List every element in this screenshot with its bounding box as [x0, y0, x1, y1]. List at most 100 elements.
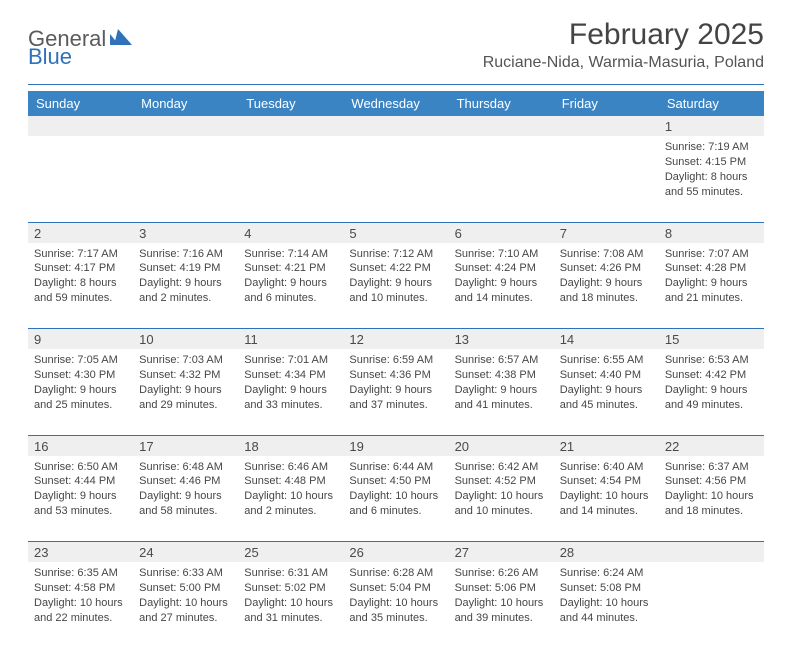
daylight-text: Daylight: 10 hours	[34, 596, 127, 611]
sunrise-text: Sunrise: 6:40 AM	[560, 460, 653, 475]
daylight-text: Daylight: 10 hours	[455, 596, 548, 611]
day-header: Wednesday	[343, 91, 448, 116]
sunrise-text: Sunrise: 7:14 AM	[244, 247, 337, 262]
daylight-text: Daylight: 8 hours	[665, 170, 758, 185]
day-cell-content: Sunrise: 6:48 AMSunset: 4:46 PMDaylight:…	[139, 460, 232, 519]
location: Ruciane-Nida, Warmia-Masuria, Poland	[483, 54, 764, 72]
daylight-text: and 35 minutes.	[349, 611, 442, 626]
daylight-text: and 6 minutes.	[349, 504, 442, 519]
day-cell-content: Sunrise: 7:10 AMSunset: 4:24 PMDaylight:…	[455, 247, 548, 306]
day-number: 8	[659, 222, 764, 243]
day-header-row: Sunday Monday Tuesday Wednesday Thursday…	[28, 91, 764, 116]
day-cell-content: Sunrise: 6:28 AMSunset: 5:04 PMDaylight:…	[349, 566, 442, 625]
day-number: 3	[133, 222, 238, 243]
daylight-text: Daylight: 9 hours	[244, 276, 337, 291]
sunset-text: Sunset: 5:00 PM	[139, 581, 232, 596]
day-cell-content: Sunrise: 7:05 AMSunset: 4:30 PMDaylight:…	[34, 353, 127, 412]
daylight-text: Daylight: 9 hours	[139, 383, 232, 398]
day-cell-content: Sunrise: 7:14 AMSunset: 4:21 PMDaylight:…	[244, 247, 337, 306]
day-cell: Sunrise: 6:50 AMSunset: 4:44 PMDaylight:…	[28, 456, 133, 542]
day-cell-content: Sunrise: 6:33 AMSunset: 5:00 PMDaylight:…	[139, 566, 232, 625]
daylight-text: and 18 minutes.	[665, 504, 758, 519]
day-number: 17	[133, 435, 238, 456]
daylight-text: Daylight: 10 hours	[455, 489, 548, 504]
daynum-row: 2345678	[28, 222, 764, 243]
daylight-text: and 41 minutes.	[455, 398, 548, 413]
day-cell-content: Sunrise: 6:42 AMSunset: 4:52 PMDaylight:…	[455, 460, 548, 519]
day-cell: Sunrise: 6:48 AMSunset: 4:46 PMDaylight:…	[133, 456, 238, 542]
daylight-text: and 21 minutes.	[665, 291, 758, 306]
daylight-text: and 39 minutes.	[455, 611, 548, 626]
day-header: Monday	[133, 91, 238, 116]
sunset-text: Sunset: 5:08 PM	[560, 581, 653, 596]
day-number	[449, 116, 554, 136]
daylight-text: Daylight: 9 hours	[665, 383, 758, 398]
day-cell-content: Sunrise: 6:59 AMSunset: 4:36 PMDaylight:…	[349, 353, 442, 412]
sunset-text: Sunset: 4:28 PM	[665, 261, 758, 276]
daylight-text: and 14 minutes.	[560, 504, 653, 519]
day-number: 19	[343, 435, 448, 456]
sunrise-text: Sunrise: 6:42 AM	[455, 460, 548, 475]
day-number: 27	[449, 542, 554, 563]
daynum-row: 232425262728	[28, 542, 764, 563]
sunset-text: Sunset: 5:04 PM	[349, 581, 442, 596]
sunset-text: Sunset: 4:54 PM	[560, 474, 653, 489]
sunset-text: Sunset: 4:26 PM	[560, 261, 653, 276]
daylight-text: and 18 minutes.	[560, 291, 653, 306]
day-cell-content: Sunrise: 7:08 AMSunset: 4:26 PMDaylight:…	[560, 247, 653, 306]
daylight-text: and 44 minutes.	[560, 611, 653, 626]
sunrise-text: Sunrise: 6:46 AM	[244, 460, 337, 475]
sunrise-text: Sunrise: 7:07 AM	[665, 247, 758, 262]
sunset-text: Sunset: 5:02 PM	[244, 581, 337, 596]
daylight-text: and 31 minutes.	[244, 611, 337, 626]
daylight-text: Daylight: 9 hours	[34, 489, 127, 504]
daylight-text: Daylight: 10 hours	[560, 489, 653, 504]
sunrise-text: Sunrise: 6:55 AM	[560, 353, 653, 368]
content-row: Sunrise: 7:05 AMSunset: 4:30 PMDaylight:…	[28, 349, 764, 435]
day-cell-content: Sunrise: 6:57 AMSunset: 4:38 PMDaylight:…	[455, 353, 548, 412]
daynum-row: 16171819202122	[28, 435, 764, 456]
day-cell-content: Sunrise: 7:19 AMSunset: 4:15 PMDaylight:…	[665, 140, 758, 199]
daylight-text: Daylight: 9 hours	[560, 383, 653, 398]
sunrise-text: Sunrise: 6:28 AM	[349, 566, 442, 581]
daylight-text: Daylight: 9 hours	[244, 383, 337, 398]
day-cell-content: Sunrise: 6:31 AMSunset: 5:02 PMDaylight:…	[244, 566, 337, 625]
day-cell: Sunrise: 6:37 AMSunset: 4:56 PMDaylight:…	[659, 456, 764, 542]
daylight-text: and 27 minutes.	[139, 611, 232, 626]
sunset-text: Sunset: 4:17 PM	[34, 261, 127, 276]
logo-text-blue: Blue	[28, 44, 72, 69]
day-number: 12	[343, 329, 448, 350]
day-cell-content: Sunrise: 7:07 AMSunset: 4:28 PMDaylight:…	[665, 247, 758, 306]
daylight-text: Daylight: 8 hours	[34, 276, 127, 291]
sunrise-text: Sunrise: 7:05 AM	[34, 353, 127, 368]
day-cell: Sunrise: 6:33 AMSunset: 5:00 PMDaylight:…	[133, 562, 238, 648]
daylight-text: and 25 minutes.	[34, 398, 127, 413]
day-number: 9	[28, 329, 133, 350]
day-number: 14	[554, 329, 659, 350]
sunset-text: Sunset: 4:21 PM	[244, 261, 337, 276]
day-cell-content: Sunrise: 6:50 AMSunset: 4:44 PMDaylight:…	[34, 460, 127, 519]
day-cell: Sunrise: 7:07 AMSunset: 4:28 PMDaylight:…	[659, 243, 764, 329]
daylight-text: Daylight: 10 hours	[139, 596, 232, 611]
day-number: 26	[343, 542, 448, 563]
sunrise-text: Sunrise: 7:10 AM	[455, 247, 548, 262]
sunset-text: Sunset: 4:34 PM	[244, 368, 337, 383]
sunrise-text: Sunrise: 7:12 AM	[349, 247, 442, 262]
sunrise-text: Sunrise: 6:53 AM	[665, 353, 758, 368]
day-cell: Sunrise: 6:44 AMSunset: 4:50 PMDaylight:…	[343, 456, 448, 542]
day-number: 1	[659, 116, 764, 136]
sunrise-text: Sunrise: 6:31 AM	[244, 566, 337, 581]
month-title: February 2025	[483, 18, 764, 52]
day-number: 24	[133, 542, 238, 563]
day-number: 28	[554, 542, 659, 563]
day-cell	[659, 562, 764, 648]
day-cell	[238, 136, 343, 222]
daylight-text: Daylight: 10 hours	[560, 596, 653, 611]
daylight-text: and 29 minutes.	[139, 398, 232, 413]
day-cell-content: Sunrise: 7:17 AMSunset: 4:17 PMDaylight:…	[34, 247, 127, 306]
day-cell: Sunrise: 7:01 AMSunset: 4:34 PMDaylight:…	[238, 349, 343, 435]
day-cell-content: Sunrise: 7:12 AMSunset: 4:22 PMDaylight:…	[349, 247, 442, 306]
sunrise-text: Sunrise: 6:50 AM	[34, 460, 127, 475]
sunset-text: Sunset: 4:56 PM	[665, 474, 758, 489]
content-row: Sunrise: 7:19 AMSunset: 4:15 PMDaylight:…	[28, 136, 764, 222]
